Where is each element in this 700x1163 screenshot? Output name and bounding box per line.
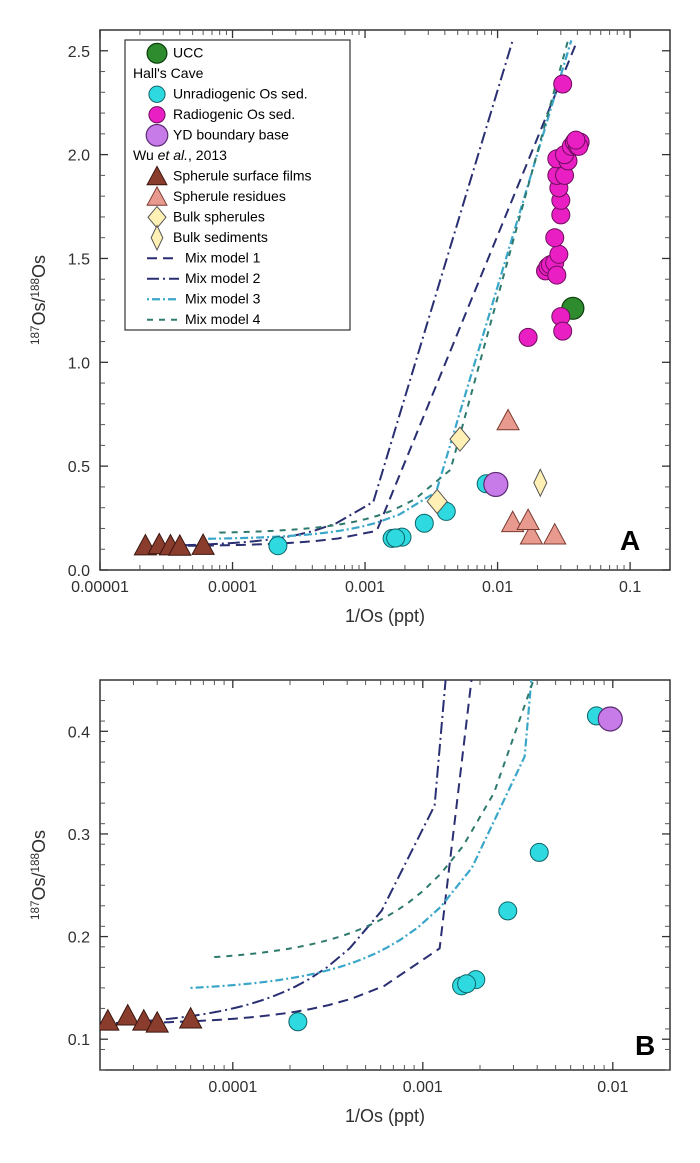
y-axis-label: 187Os/188Os <box>29 255 50 345</box>
xtick-label: 0.00001 <box>71 579 129 596</box>
xtick-label: 0.001 <box>403 1079 443 1096</box>
legend-entry: Unradiogenic Os sed. <box>173 85 308 101</box>
ytick-label: 1.5 <box>68 251 90 268</box>
panel-frame <box>100 680 670 1070</box>
xtick-label: 0.01 <box>482 579 513 596</box>
legend-entry: Spherule residues <box>173 188 286 204</box>
series-mix2 <box>100 660 634 1024</box>
ytick-label: 2.5 <box>68 44 90 61</box>
xtick-label: 0.0001 <box>208 1079 257 1096</box>
xtick-label: 0.01 <box>597 1079 628 1096</box>
y-axis-label: 187Os/188Os <box>29 830 50 920</box>
legend-entry: Bulk sediments <box>173 229 268 245</box>
ytick-label: 0.4 <box>68 724 90 741</box>
series-yd_base <box>484 472 508 496</box>
x-axis-label: 1/Os (ppt) <box>345 606 425 626</box>
ytick-label: 0.1 <box>68 1032 90 1049</box>
panel-b: 0.1 0.2 0.3 0.4 0.0001 0.001 0.01 1/Os (ppt) 187… <box>0 660 700 1163</box>
legend-header: Wu et al., 2013 <box>133 147 227 163</box>
legend-entry: UCC <box>173 44 203 60</box>
ytick-label: 0.0 <box>68 563 90 580</box>
legend-entry: YD boundary base <box>173 126 289 142</box>
ytick-label: 0.3 <box>68 827 90 844</box>
ytick-label: 0.2 <box>68 930 90 947</box>
legend-entry: Mix model 2 <box>185 270 261 286</box>
xtick-label: 0.1 <box>619 579 641 596</box>
legend: UCC Hall's Cave Unradiogenic Os sed. Radiog… <box>125 40 350 330</box>
panel-a: 0.0 0.5 1.0 1.5 2.0 2.5 0.00001 0.0001 0.001 0.01… <box>0 0 700 660</box>
xtick-label: 0.001 <box>345 579 385 596</box>
series-yd_base <box>598 707 622 731</box>
series-spherule_films <box>134 533 214 555</box>
legend-entry: Mix model 3 <box>185 290 261 306</box>
x-axis-label: 1/Os (ppt) <box>345 1106 425 1126</box>
legend-entry: Mix model 1 <box>185 249 261 265</box>
xtick-label: 0.0001 <box>208 579 257 596</box>
panel-letter: B <box>635 1030 655 1061</box>
ytick-label: 0.5 <box>68 459 90 476</box>
series-spherule_films <box>97 1005 202 1033</box>
series-mix3 <box>191 660 700 988</box>
legend-header: Hall's Cave <box>133 65 204 81</box>
series-spherule_residues <box>497 409 566 544</box>
panel-letter: A <box>620 525 640 556</box>
series-bulk_sediments <box>534 469 547 496</box>
legend-entry: Bulk spherules <box>173 208 265 224</box>
legend-entry: Radiogenic Os sed. <box>173 106 295 122</box>
ytick-label: 2.0 <box>68 148 90 165</box>
figure-stage: 0.0 0.5 1.0 1.5 2.0 2.5 0.00001 0.0001 0.001 0.01… <box>0 0 700 1163</box>
ytick-label: 1.0 <box>68 355 90 372</box>
legend-entry: Spherule surface films <box>173 167 312 183</box>
series-unradiogenic <box>289 707 606 1031</box>
plot-area <box>97 660 700 1032</box>
legend-entry: Mix model 4 <box>185 311 261 327</box>
